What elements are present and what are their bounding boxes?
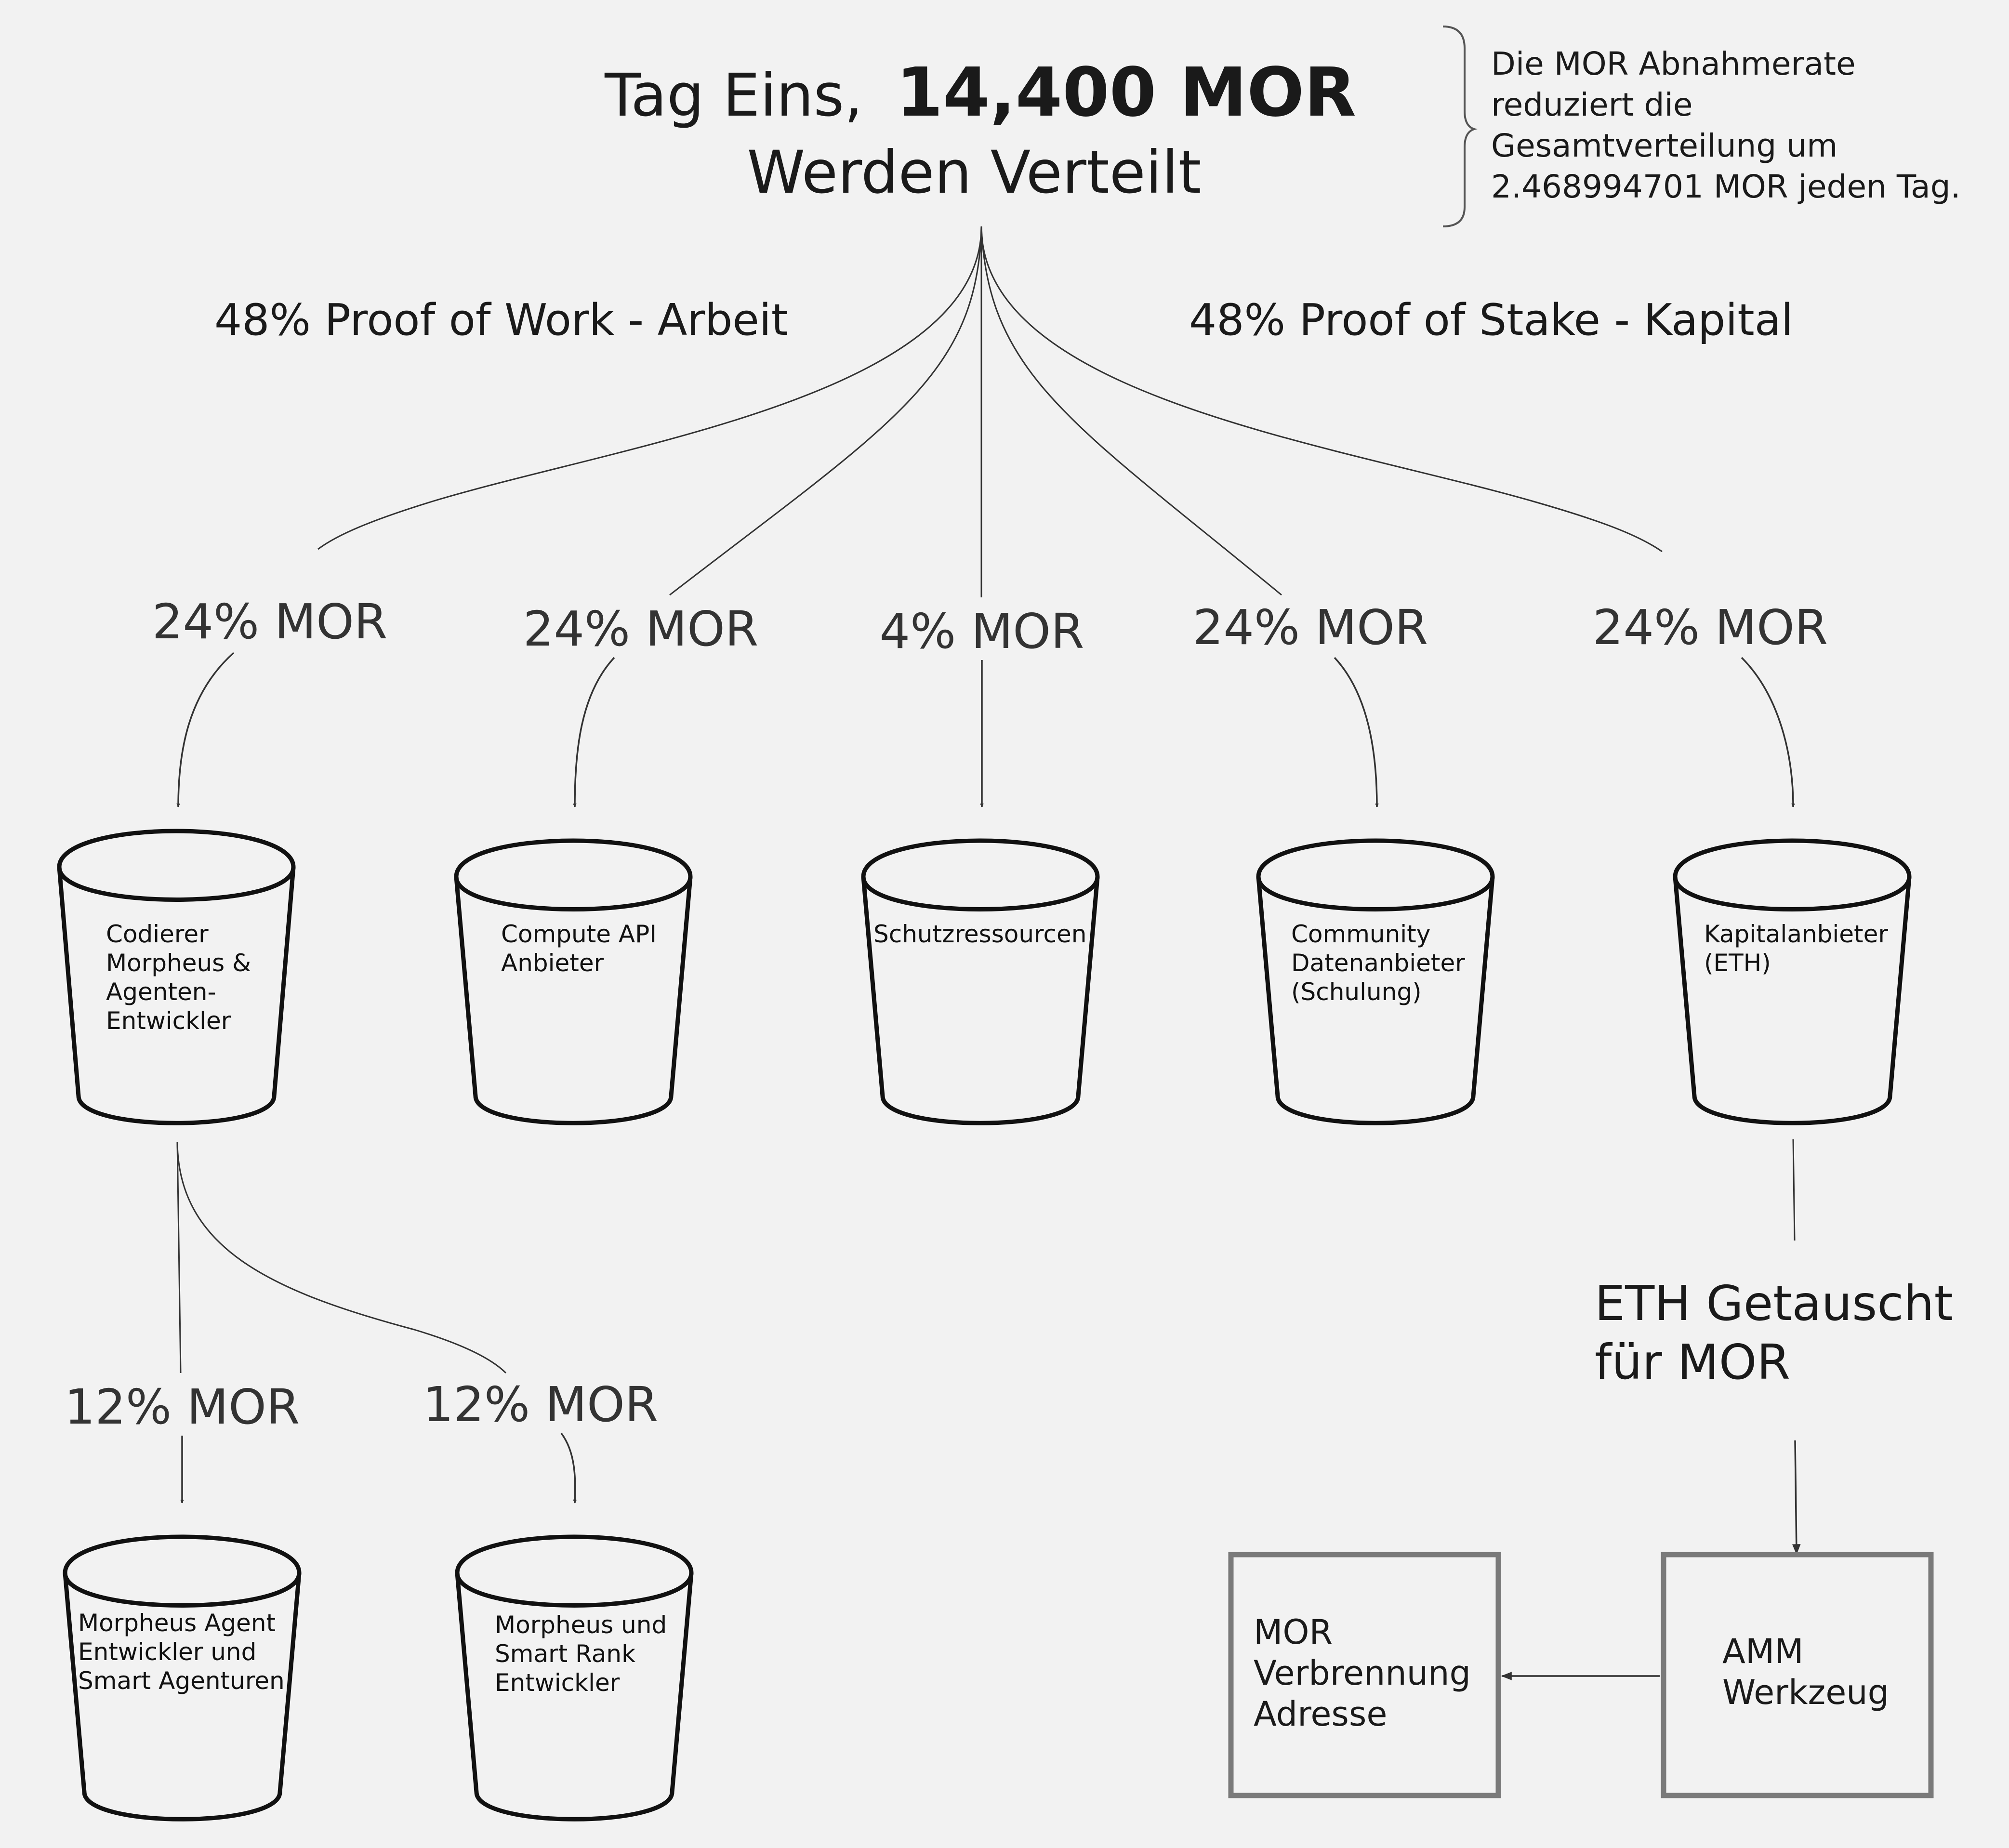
burn-address-box [1228, 1552, 1501, 1798]
share-label-coders: 24% MOR [152, 594, 388, 650]
brace-icon [1442, 26, 1478, 227]
emission-note: Die MOR Abnahmerate reduziert die Gesamt… [1491, 45, 1961, 205]
arrow-to-community [1334, 657, 1379, 807]
group-label-work: 48% Proof of Work - Arbeit [214, 295, 788, 345]
edge-capital-to-swap [1792, 1139, 1796, 1241]
note-line-4: 2.468994701 MOR jeden Tag. [1491, 168, 1961, 205]
edge-to-agents [176, 1141, 182, 1373]
bucket-label-coders: Codierer Morpheus & Agenten- Entwickler [106, 920, 259, 1035]
bucket-protection [861, 838, 1100, 1125]
bucket-label-capital: Kapitalanbieter (ETH) [1704, 920, 1896, 977]
arrow-to-smart-rank [560, 1432, 577, 1504]
bucket-label-protection: Schutzressourcen [873, 920, 1086, 948]
bucket-capital [1673, 838, 1912, 1125]
bucket-label-compute: Compute API Anbieter [501, 920, 664, 977]
amm-tool-label: AMM Werkzeug [1722, 1632, 1889, 1712]
bucket-label-smart-rank: Morpheus und Smart Rank Entwickler [495, 1611, 674, 1697]
burn-address-label: MOR Verbrennung Adresse [1254, 1612, 1481, 1734]
edge-to-smart-rank [176, 1141, 507, 1374]
share-label-capital: 24% MOR [1593, 599, 1828, 656]
arrow-to-capital [1741, 657, 1795, 807]
bucket-compute [454, 838, 693, 1125]
note-line-1: Die MOR Abnahmerate [1491, 45, 1856, 82]
share-label-protection: 4% MOR [880, 603, 1084, 660]
amm-tool-box [1661, 1552, 1934, 1798]
page-subtitle: Werden Verteilt [747, 138, 1202, 207]
edge-to-community [980, 226, 1282, 596]
note-line-3: Gesamtverteilung um [1491, 127, 1837, 164]
bucket-agents [63, 1534, 302, 1822]
bucket-label-community: Community Datenanbieter (Schulung) [1291, 920, 1473, 1006]
arrow-to-amm [1792, 1440, 1801, 1555]
share-label-smart-rank: 12% MOR [423, 1376, 659, 1433]
edge-to-coders [317, 226, 982, 550]
edge-to-compute [669, 226, 982, 596]
note-line-2: reduziert die [1491, 86, 1692, 123]
bucket-label-agents: Morpheus Agent Entwickler und Smart Agen… [78, 1609, 285, 1695]
arrow-to-coders [176, 652, 235, 807]
group-label-stake: 48% Proof of Stake - Kapital [1189, 295, 1793, 345]
arrow-to-compute [573, 657, 615, 807]
title-amount: 14,400 MOR [896, 53, 1356, 132]
bucket-community [1256, 838, 1495, 1125]
bucket-smart-rank [455, 1534, 694, 1822]
swap-line-2: für MOR [1595, 1334, 1790, 1390]
share-label-compute: 24% MOR [523, 601, 759, 657]
bucket-coders [57, 829, 296, 1125]
share-label-community: 24% MOR [1193, 599, 1428, 656]
swap-line-1: ETH Getauscht [1595, 1275, 1953, 1332]
edge-to-capital [980, 226, 1663, 553]
page-title: Tag Eins, 14,400 MOR [604, 53, 1356, 132]
swap-label: ETH Getauscht für MOR [1595, 1275, 1969, 1390]
share-label-agents: 12% MOR [65, 1379, 300, 1435]
title-prefix: Tag Eins, [604, 61, 863, 130]
